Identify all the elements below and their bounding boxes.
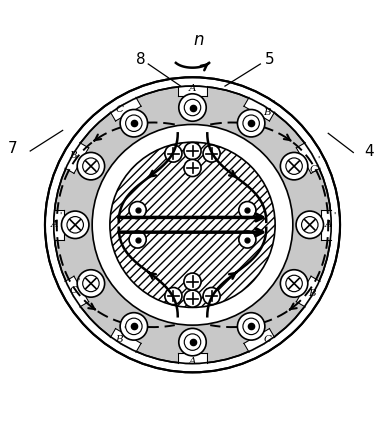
Circle shape (179, 94, 206, 121)
Text: 8: 8 (136, 52, 146, 67)
Circle shape (296, 211, 323, 239)
Circle shape (203, 288, 220, 305)
Circle shape (280, 153, 308, 180)
Text: 5: 5 (264, 52, 274, 67)
Circle shape (243, 318, 259, 334)
Circle shape (238, 109, 265, 137)
Text: A: A (325, 220, 333, 229)
Polygon shape (244, 97, 275, 121)
Circle shape (83, 275, 99, 292)
Text: A: A (189, 357, 196, 366)
Polygon shape (296, 276, 320, 307)
Circle shape (184, 159, 201, 176)
Circle shape (129, 201, 146, 219)
Circle shape (67, 216, 84, 233)
Circle shape (243, 115, 259, 132)
Text: 4: 4 (365, 144, 374, 158)
Text: ': ' (333, 211, 336, 220)
Text: ': ' (78, 277, 80, 286)
Text: B: B (115, 335, 123, 344)
Text: ': ' (124, 326, 126, 335)
Text: ': ' (272, 99, 274, 109)
Circle shape (184, 273, 201, 290)
Circle shape (184, 290, 201, 307)
Text: C: C (115, 106, 123, 115)
Text: A: A (189, 84, 196, 93)
Circle shape (54, 86, 331, 363)
Circle shape (77, 270, 105, 297)
Polygon shape (65, 276, 89, 307)
Text: A: A (51, 220, 58, 229)
Circle shape (126, 318, 142, 334)
Circle shape (239, 201, 256, 219)
Polygon shape (178, 86, 207, 96)
Circle shape (184, 142, 201, 160)
Circle shape (120, 313, 147, 340)
Polygon shape (65, 143, 89, 173)
Polygon shape (244, 328, 275, 352)
Text: B: B (308, 289, 316, 298)
Text: $n$: $n$ (193, 32, 204, 49)
Circle shape (92, 124, 293, 325)
Circle shape (129, 231, 146, 248)
Polygon shape (110, 328, 141, 352)
Circle shape (45, 77, 340, 372)
Text: C: C (309, 164, 317, 174)
Circle shape (83, 158, 99, 174)
Circle shape (77, 153, 105, 180)
Polygon shape (178, 353, 207, 363)
Circle shape (280, 270, 308, 297)
Text: C: C (263, 335, 271, 344)
Circle shape (239, 231, 256, 248)
Circle shape (110, 142, 275, 308)
Text: ': ' (318, 155, 320, 165)
Circle shape (179, 328, 206, 356)
Circle shape (203, 145, 220, 162)
Circle shape (62, 211, 89, 239)
Text: B: B (264, 108, 271, 118)
Polygon shape (110, 97, 141, 121)
Circle shape (286, 158, 302, 174)
Circle shape (165, 288, 182, 305)
Circle shape (126, 115, 142, 132)
Text: ': ' (59, 211, 61, 220)
Polygon shape (54, 210, 64, 239)
Text: C: C (69, 286, 77, 295)
Text: B: B (69, 151, 77, 160)
Text: 7: 7 (8, 141, 17, 155)
Circle shape (120, 109, 147, 137)
Circle shape (184, 99, 201, 116)
Circle shape (184, 334, 201, 350)
Circle shape (301, 216, 318, 233)
Circle shape (238, 313, 265, 340)
Circle shape (165, 145, 182, 162)
Polygon shape (321, 210, 331, 239)
Circle shape (286, 275, 302, 292)
Polygon shape (296, 143, 320, 173)
